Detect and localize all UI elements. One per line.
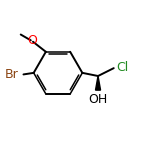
Text: Cl: Cl	[116, 61, 128, 74]
Text: O: O	[27, 34, 37, 47]
Text: OH: OH	[89, 93, 108, 106]
Text: Br: Br	[5, 68, 19, 81]
Polygon shape	[95, 76, 100, 90]
